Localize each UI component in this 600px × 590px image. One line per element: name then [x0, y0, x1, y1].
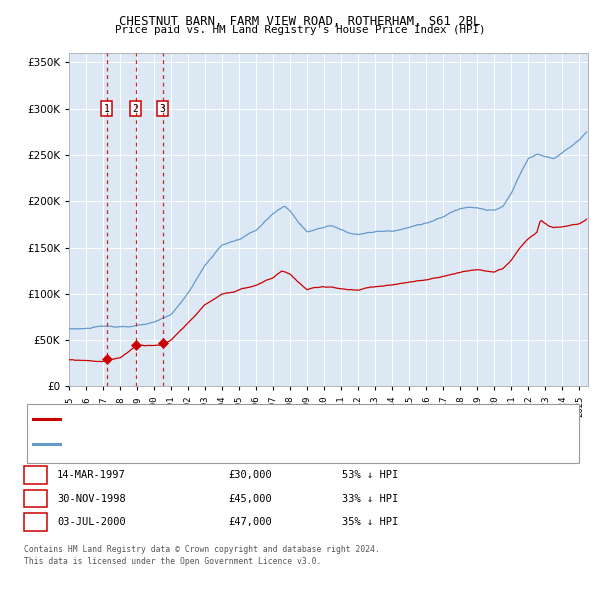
- Text: This data is licensed under the Open Government Licence v3.0.: This data is licensed under the Open Gov…: [24, 557, 322, 566]
- Text: HPI: Average price, detached house, Rotherham: HPI: Average price, detached house, Roth…: [64, 440, 301, 449]
- Text: 3: 3: [32, 517, 38, 527]
- Text: 3: 3: [160, 104, 166, 114]
- Text: 2: 2: [32, 494, 38, 503]
- Text: 1: 1: [104, 104, 110, 114]
- Text: 35% ↓ HPI: 35% ↓ HPI: [342, 517, 398, 527]
- Text: 1: 1: [32, 470, 38, 480]
- Text: 03-JUL-2000: 03-JUL-2000: [57, 517, 126, 527]
- Text: 2: 2: [133, 104, 139, 114]
- Text: £45,000: £45,000: [228, 494, 272, 503]
- Text: CHESTNUT BARN, FARM VIEW ROAD, ROTHERHAM, S61 2BL (detached house): CHESTNUT BARN, FARM VIEW ROAD, ROTHERHAM…: [64, 415, 410, 424]
- Text: Price paid vs. HM Land Registry's House Price Index (HPI): Price paid vs. HM Land Registry's House …: [115, 25, 485, 35]
- Text: £30,000: £30,000: [228, 470, 272, 480]
- Text: 33% ↓ HPI: 33% ↓ HPI: [342, 494, 398, 503]
- Text: CHESTNUT BARN, FARM VIEW ROAD, ROTHERHAM, S61 2BL: CHESTNUT BARN, FARM VIEW ROAD, ROTHERHAM…: [119, 15, 481, 28]
- Text: 30-NOV-1998: 30-NOV-1998: [57, 494, 126, 503]
- Text: £47,000: £47,000: [228, 517, 272, 527]
- Text: Contains HM Land Registry data © Crown copyright and database right 2024.: Contains HM Land Registry data © Crown c…: [24, 545, 380, 555]
- Text: 53% ↓ HPI: 53% ↓ HPI: [342, 470, 398, 480]
- Text: 14-MAR-1997: 14-MAR-1997: [57, 470, 126, 480]
